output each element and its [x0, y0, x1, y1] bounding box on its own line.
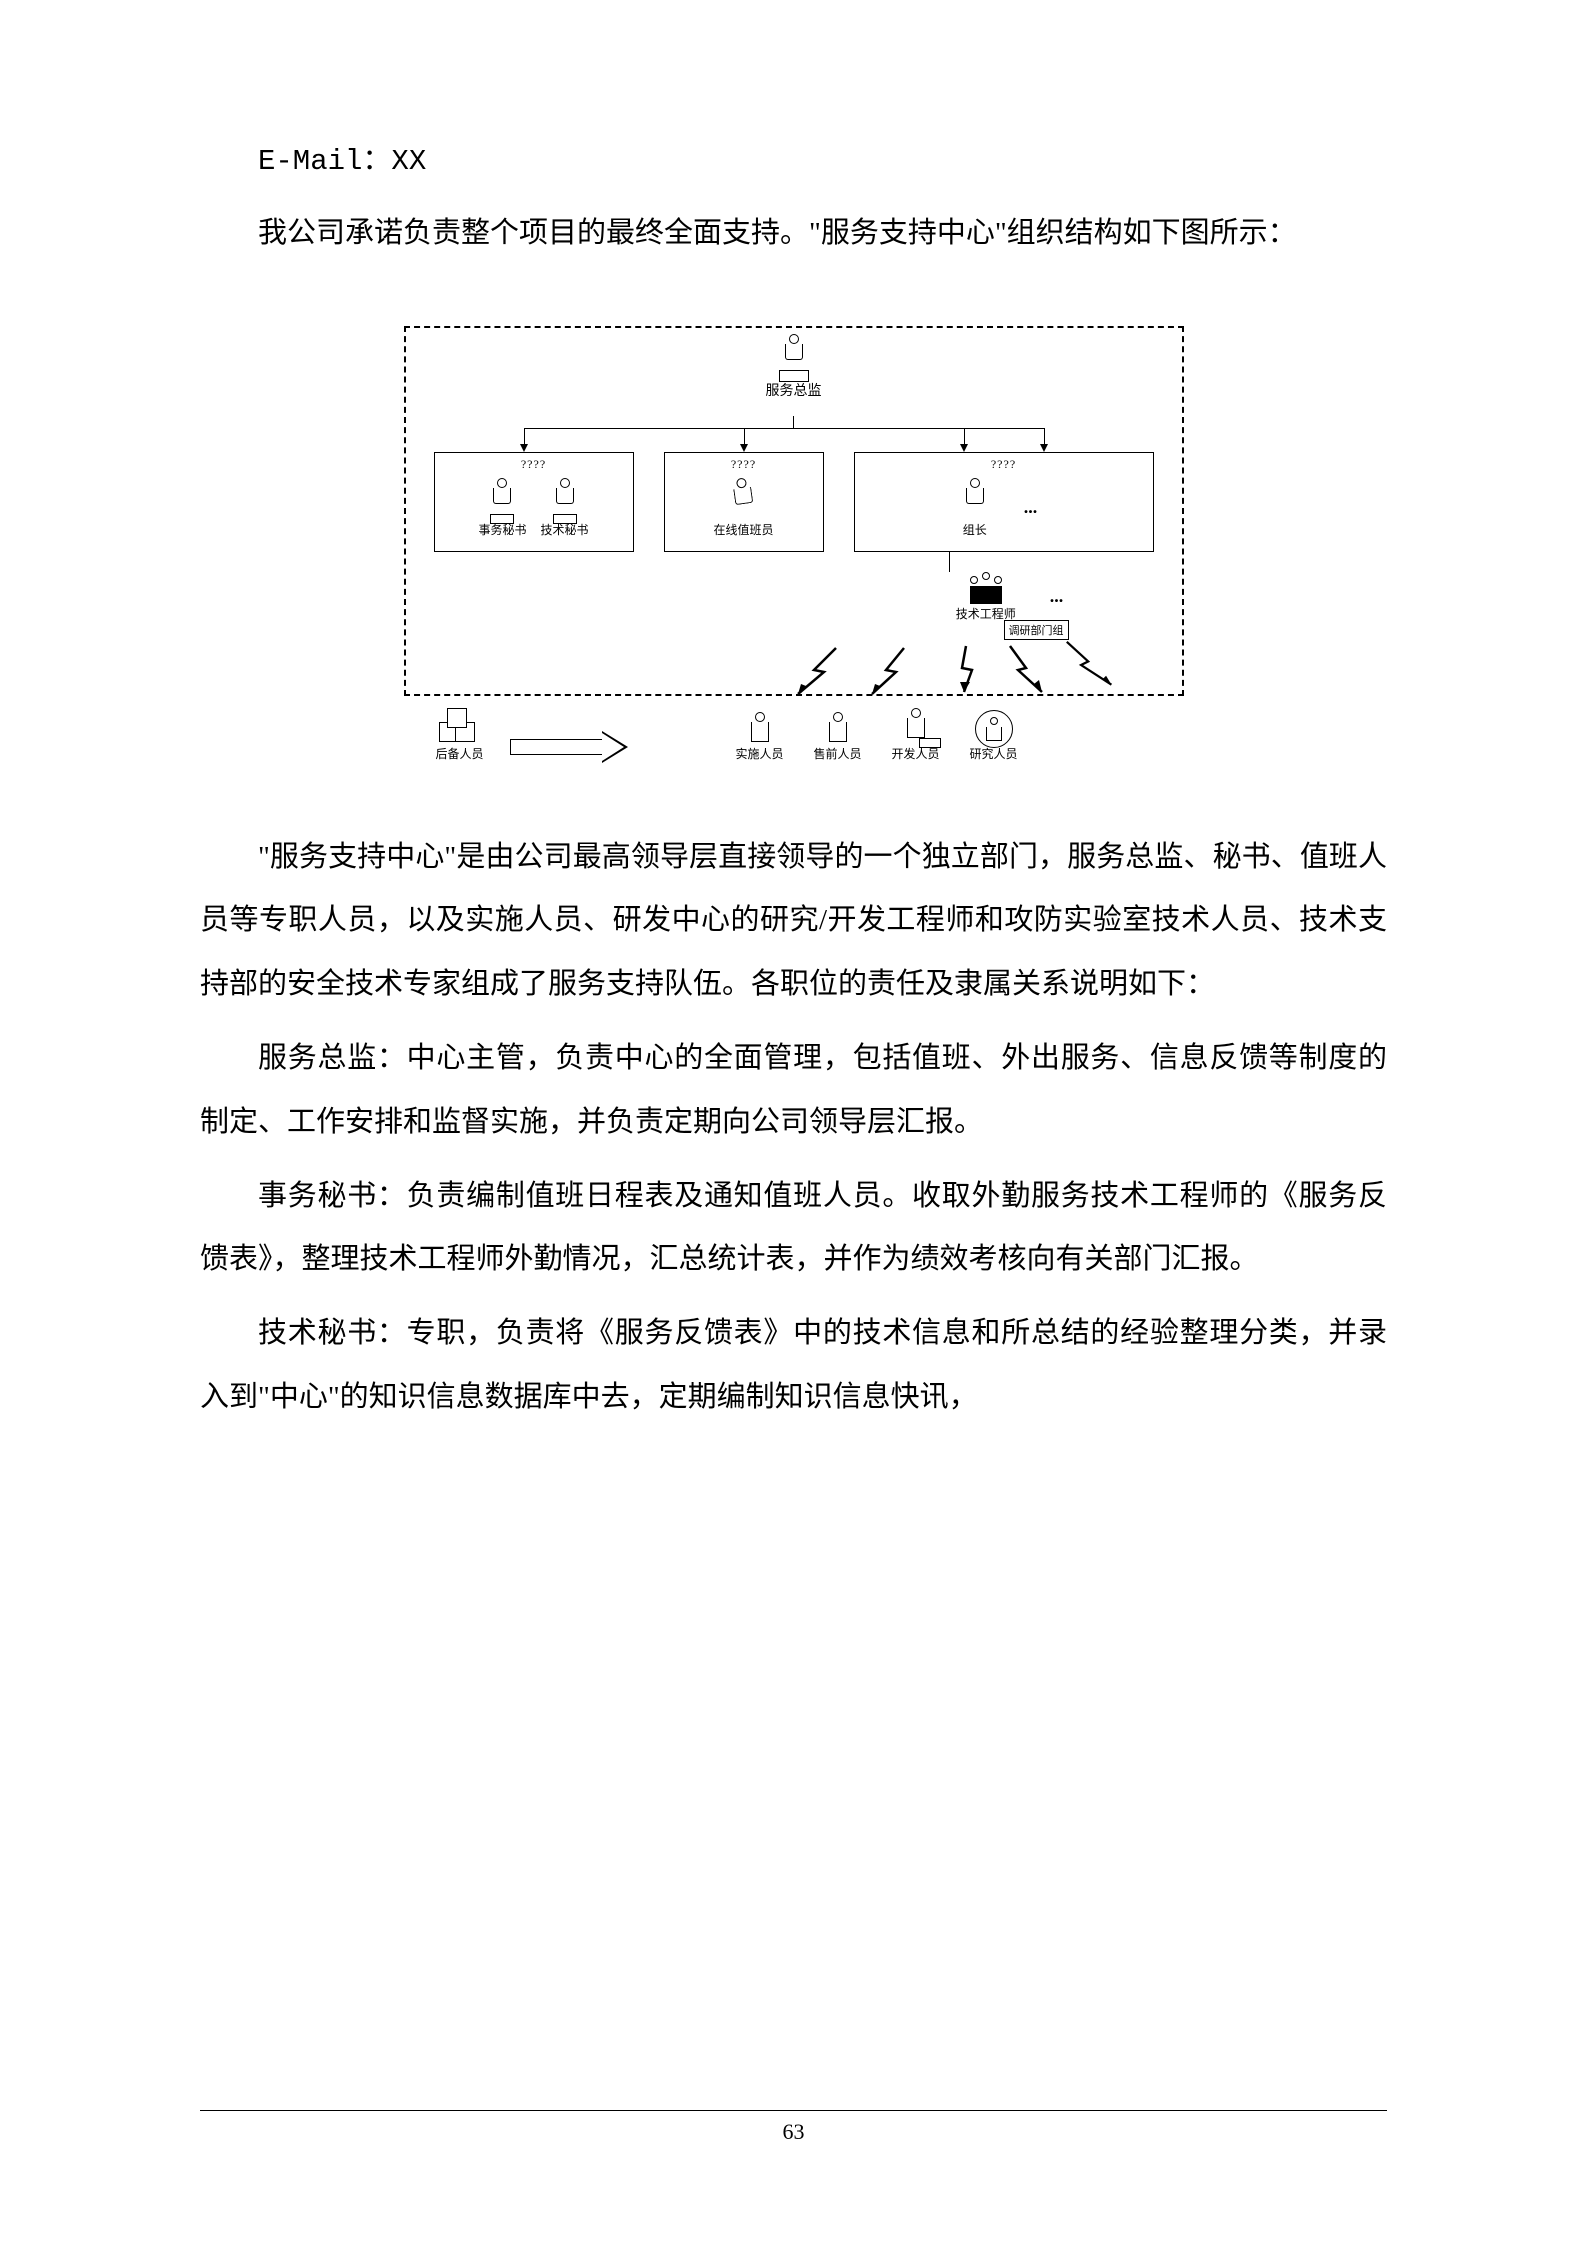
desk-icon — [779, 370, 809, 382]
intro-para: 我公司承诺负责整个项目的最终全面支持。"服务支持中心"组织结构如下图所示： — [200, 202, 1387, 266]
page-footer: 63 — [200, 2110, 1387, 2145]
circle-person-icon — [975, 710, 1013, 748]
role-label: 事务秘书 — [478, 524, 526, 537]
bolt-icon — [1004, 644, 1048, 694]
ellipsis-icon: ... — [1042, 586, 1072, 607]
bolt-icon — [794, 646, 838, 696]
para-1: "服务支持中心"是由公司最高领导层直接领导的一个独立部门，服务总监、秘书、值班人… — [200, 826, 1387, 1017]
group-icon — [968, 572, 1004, 606]
org-diagram: 服务总监 ???? 事务秘书 — [200, 306, 1387, 796]
footer-rule — [200, 2110, 1387, 2111]
arrow-icon — [1040, 444, 1048, 452]
reserve-label: 后备人员 — [435, 748, 483, 761]
email-line: E-Mail：XX — [200, 130, 1387, 194]
cubes-icon — [435, 708, 485, 744]
arrow-icon — [960, 444, 968, 452]
role-unit: 开发人员 — [884, 708, 948, 761]
qmark-text: ???? — [439, 457, 629, 472]
person-icon — [728, 476, 758, 511]
role-unit: 实施人员 — [728, 712, 792, 761]
role-label: 技术秘书 — [541, 524, 589, 537]
bolt-icon — [864, 646, 908, 696]
role-label: 组长 — [963, 524, 987, 537]
research-box: 调研部门组 — [1004, 620, 1069, 640]
para-4: 技术秘书：专职，负责将《服务反馈表》中的技术信息和所总结的经验整理分类，并录入到… — [200, 1302, 1387, 1430]
role-label: 研究人员 — [969, 748, 1017, 761]
page-number: 63 — [200, 2119, 1387, 2145]
big-arrow-icon — [510, 733, 630, 761]
connector — [793, 416, 795, 428]
person-icon — [781, 334, 807, 366]
person-icon — [744, 712, 776, 748]
role-unit: 研究人员 — [962, 710, 1026, 761]
role-unit: 售前人员 — [806, 712, 870, 761]
supervisor-label: 服务总监 — [754, 384, 834, 399]
arrow-icon — [520, 444, 528, 452]
groupleader-box: ???? 组长 ... — [854, 452, 1154, 552]
desk-icon — [919, 738, 941, 748]
role-label: 开发人员 — [891, 748, 939, 761]
bolt-icon — [1060, 640, 1120, 690]
role-unit: 组长 — [962, 478, 988, 537]
person-icon — [822, 712, 854, 748]
role-unit: 技术秘书 — [541, 478, 589, 537]
engineer-group: 技术工程师 ... — [884, 572, 1144, 621]
research-label: 调研部门组 — [1004, 620, 1069, 640]
qmark-text: ???? — [669, 457, 819, 472]
supervisor-node: 服务总监 — [754, 334, 834, 399]
bolt-icon — [944, 644, 988, 694]
qmark-text: ???? — [859, 457, 1149, 472]
connector — [524, 428, 1044, 430]
reserve-unit: 后备人员 — [424, 708, 496, 761]
role-label: 售前人员 — [813, 748, 861, 761]
role-unit: 在线值班员 — [713, 478, 773, 537]
person-icon — [489, 478, 515, 510]
person-icon — [962, 478, 988, 510]
ellipsis-icon: ... — [1016, 497, 1046, 518]
para-2: 服务总监：中心主管，负责中心的全面管理，包括值班、外出服务、信息反馈等制度的制定… — [200, 1027, 1387, 1155]
role-label: 实施人员 — [735, 748, 783, 761]
role-label: 在线值班员 — [713, 524, 773, 537]
arrow-icon — [740, 444, 748, 452]
person-icon — [552, 478, 578, 510]
duty-box: ???? 在线值班员 — [664, 452, 824, 552]
secretaries-box: ???? 事务秘书 技术秘书 — [434, 452, 634, 552]
connector — [949, 552, 951, 572]
role-unit: 事务秘书 — [478, 478, 526, 537]
para-3: 事务秘书：负责编制值班日程表及通知值班人员。收取外勤服务技术工程师的《服务反馈表… — [200, 1165, 1387, 1293]
